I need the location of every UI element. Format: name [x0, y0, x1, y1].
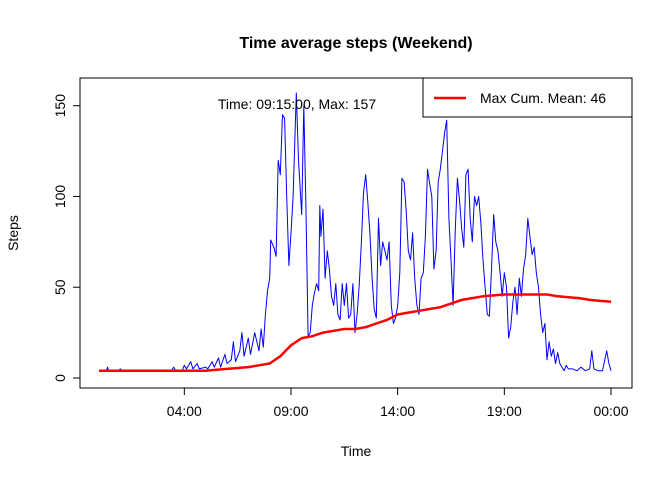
chart-title: Time average steps (Weekend)	[239, 35, 472, 52]
y-tick-label: 150	[52, 94, 68, 118]
y-axis: 0 50 100 150	[52, 94, 81, 382]
y-tick-label: 100	[52, 185, 68, 209]
cumulative-mean-series-line	[99, 293, 612, 372]
x-axis-label: Time	[341, 443, 372, 459]
x-tick-label: 14:00	[380, 403, 415, 419]
series-layer	[99, 92, 612, 372]
legend: Max Cum. Mean: 46	[422, 77, 633, 118]
x-tick-label: 04:00	[167, 403, 202, 419]
y-tick-label: 50	[52, 279, 68, 295]
x-tick-label: 09:00	[273, 403, 308, 419]
legend-label: Max Cum. Mean: 46	[480, 90, 606, 106]
y-tick-label: 0	[52, 374, 68, 382]
x-tick-label: 00:00	[593, 403, 628, 419]
x-tick-label: 19:00	[487, 403, 522, 419]
y-axis-label: Steps	[5, 215, 21, 251]
x-axis: 04:00 09:00 14:00 19:00 00:00	[167, 387, 629, 419]
max-annotation: Time: 09:15:00, Max: 157	[218, 96, 376, 112]
steps-series-line	[99, 92, 612, 372]
